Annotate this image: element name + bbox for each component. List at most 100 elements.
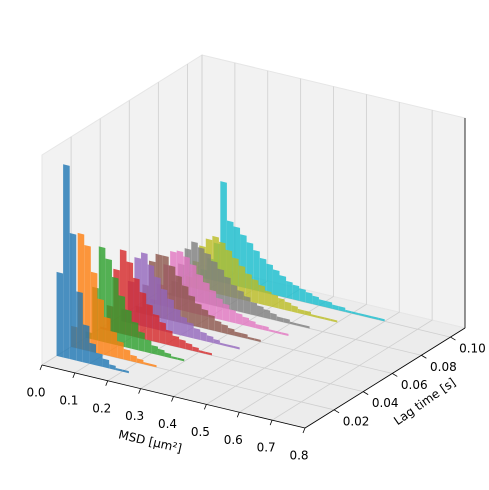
y-tick-label: 0.08 [430, 360, 457, 374]
bar [332, 304, 339, 311]
bar [351, 311, 359, 316]
x-tick-label: 0.3 [125, 409, 144, 423]
bar [312, 295, 319, 306]
x-tick-label: 0.4 [158, 417, 177, 431]
bar [177, 357, 185, 362]
x-grid-line [271, 110, 433, 421]
bar [144, 339, 152, 354]
bar [233, 345, 240, 350]
bar [192, 346, 199, 353]
bar [330, 318, 338, 323]
x-tick-label: 0.6 [224, 433, 243, 447]
x-tick-label: 0.1 [59, 393, 78, 407]
bar [317, 315, 325, 320]
bar [364, 314, 372, 319]
bar [258, 284, 265, 306]
bar [102, 358, 110, 369]
bar [151, 345, 158, 356]
y-tick [421, 354, 427, 359]
bar [324, 317, 331, 321]
bar [125, 309, 132, 349]
bar [84, 244, 91, 352]
x-tick [105, 380, 109, 386]
bar [130, 354, 137, 363]
bar [149, 363, 157, 368]
bar [310, 314, 318, 318]
bar [159, 321, 166, 345]
bar [63, 164, 70, 360]
x-tick [236, 412, 240, 418]
bar [187, 322, 194, 339]
bar [205, 351, 212, 356]
bar [138, 331, 145, 352]
bar [117, 341, 124, 360]
bar [209, 289, 217, 319]
bar [115, 367, 123, 372]
x-tick [72, 372, 76, 379]
bar [219, 342, 227, 347]
y-tick-label: 0.10 [459, 342, 486, 356]
bar [139, 291, 147, 340]
bar [227, 327, 235, 336]
bar [235, 312, 243, 325]
bar [237, 290, 244, 313]
bar [136, 358, 144, 365]
bar [201, 308, 209, 330]
bar [268, 329, 276, 333]
bar [195, 303, 202, 328]
bar [202, 281, 210, 318]
bar [146, 303, 153, 342]
bar [173, 308, 181, 336]
bar [278, 297, 285, 310]
bar [152, 313, 160, 343]
bar [103, 316, 111, 357]
bar [157, 348, 165, 357]
y-tick [392, 373, 398, 377]
bar [281, 332, 289, 337]
x-tick [138, 388, 141, 394]
x-tick-label: 0.0 [26, 386, 45, 400]
histogram [100, 249, 364, 392]
bar [214, 320, 222, 333]
bar [76, 291, 83, 363]
bar [264, 290, 272, 307]
bar [111, 276, 119, 346]
bar [82, 324, 90, 364]
bar [286, 280, 293, 300]
bar [271, 294, 279, 309]
bar [283, 318, 290, 324]
bar [56, 271, 64, 358]
bar [181, 285, 189, 325]
x-tick [302, 427, 306, 434]
bar [172, 335, 180, 348]
bar [143, 362, 150, 366]
bar [262, 325, 269, 332]
bar [241, 333, 248, 339]
bar [249, 320, 256, 329]
bar [69, 233, 77, 361]
bar [97, 298, 104, 355]
panes [40, 54, 467, 429]
y-axis [304, 327, 466, 429]
bar [213, 338, 220, 345]
bar [318, 299, 326, 308]
x-grid-line [239, 102, 400, 413]
bar [110, 331, 118, 358]
bar [242, 316, 250, 327]
x-tick-label: 0.5 [191, 425, 210, 439]
x-grid-line [173, 86, 334, 397]
bar [188, 295, 196, 327]
bar [251, 278, 259, 304]
bar [131, 321, 139, 351]
bar [297, 308, 305, 315]
bar [193, 327, 201, 341]
bar [304, 310, 311, 317]
bar [276, 316, 284, 323]
bar [167, 298, 174, 334]
bar [245, 273, 252, 303]
bar [208, 314, 215, 331]
bar [229, 309, 236, 324]
x-grid-line [206, 94, 367, 405]
bar [226, 344, 234, 348]
